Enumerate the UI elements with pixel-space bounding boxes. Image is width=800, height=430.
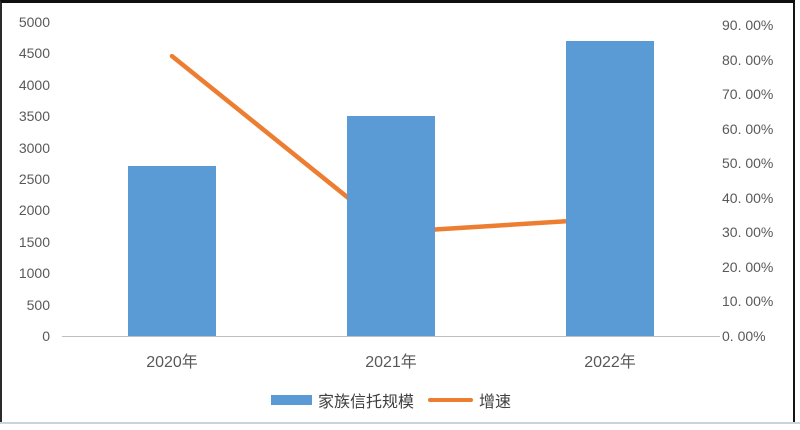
left-axis-tick-label: 3500 <box>18 108 50 125</box>
right-axis-tick-label: 0. 00% <box>722 328 766 344</box>
bar-2020 <box>128 166 216 336</box>
x-axis-label-2022: 2022年 <box>584 354 636 371</box>
left-axis-tick-label: 0 <box>42 328 50 344</box>
right-axis-tick-label: 50. 00% <box>722 155 774 172</box>
right-axis-tick-label: 20. 00% <box>722 258 774 275</box>
legend-label-line-series: 增速 <box>479 394 512 411</box>
right-axis-tick-label: 60. 00% <box>722 120 774 137</box>
right-axis-tick-label: 70. 00% <box>722 86 774 103</box>
x-axis-label-2021: 2021年 <box>365 354 417 371</box>
bar-2022 <box>566 40 654 336</box>
bar-2021 <box>347 116 435 336</box>
x-axis-label-2020: 2020年 <box>146 354 198 371</box>
left-axis-tick-label: 500 <box>26 296 50 313</box>
left-axis-tick-label: 1500 <box>18 233 50 250</box>
left-axis-tick-label: 3000 <box>18 139 50 156</box>
right-axis-tick-label: 40. 00% <box>722 189 774 206</box>
legend-bar-swatch-icon <box>270 395 312 405</box>
legend: 家族信托规模 增速 <box>62 389 720 411</box>
left-axis-tick-label: 2500 <box>18 171 50 187</box>
legend-line-swatch-icon <box>428 398 473 402</box>
legend-label-bar-series: 家族信托规模 <box>317 394 414 411</box>
bottom-divider <box>0 422 800 424</box>
right-axis-tick-label: 30. 00% <box>722 224 774 241</box>
left-axis-tick-label: 1000 <box>18 265 50 282</box>
right-axis-tick-label: 80. 00% <box>722 51 774 68</box>
left-axis-tick-label: 4000 <box>18 76 50 93</box>
left-axis-tick-label: 5000 <box>18 14 50 30</box>
right-axis-tick-label: 10. 00% <box>722 293 774 310</box>
left-axis-tick-label: 2000 <box>18 202 50 219</box>
left-axis-tick-label: 4500 <box>18 45 50 62</box>
right-axis-tick-label: 90. 00% <box>722 17 774 33</box>
x-axis-line <box>62 336 720 337</box>
